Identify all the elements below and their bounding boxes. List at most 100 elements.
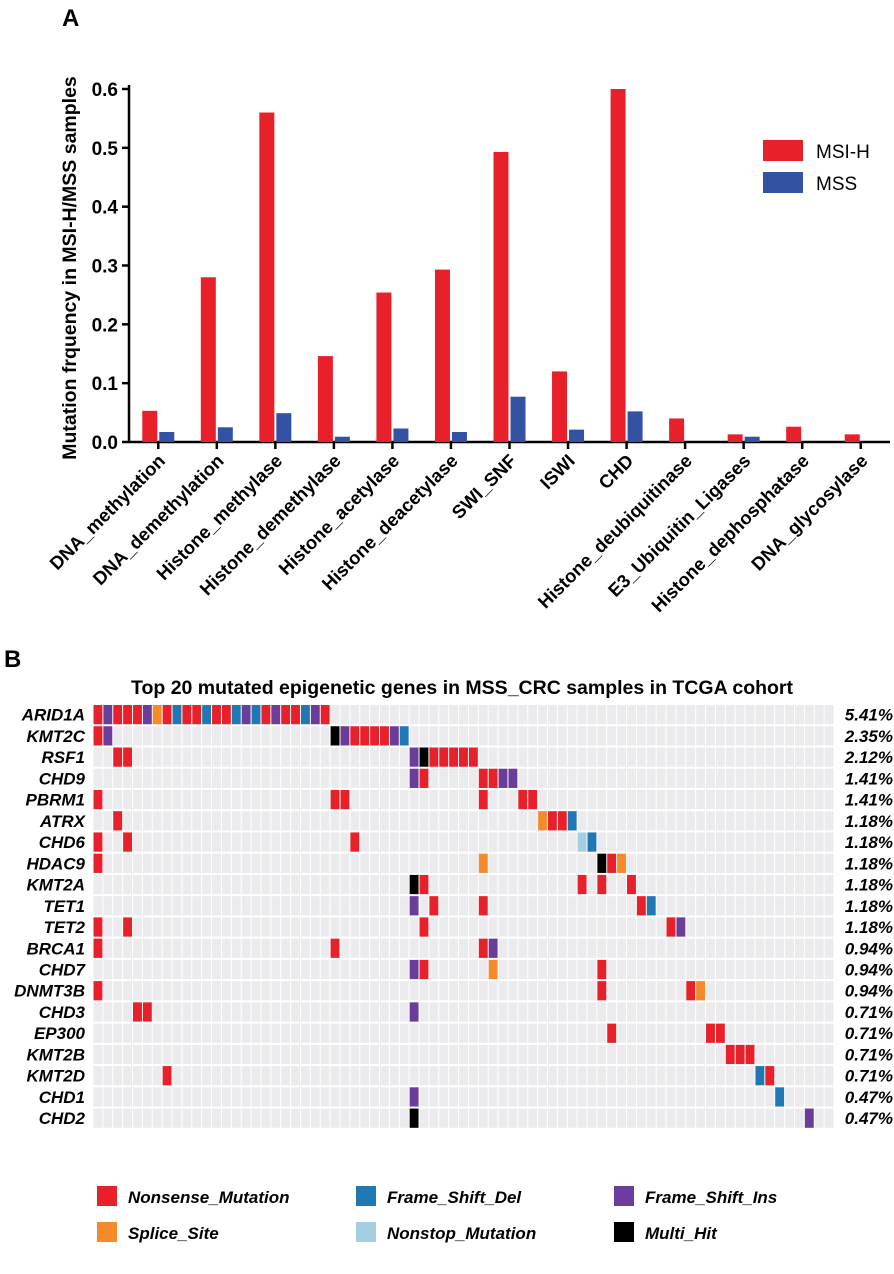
mutation-cell-dnmt3b [597, 981, 607, 1001]
gene-label: CHD2 [39, 1109, 86, 1128]
bg-cell [627, 789, 636, 810]
bg-cell [745, 705, 755, 725]
bg-cell [676, 959, 686, 980]
bg-cell [192, 1002, 202, 1022]
bg-cell [439, 981, 449, 1001]
bg-cell [439, 874, 449, 895]
bg-cell [212, 1066, 221, 1086]
bg-cell [775, 853, 785, 873]
bg-cell [794, 917, 804, 937]
bg-cell [715, 1108, 725, 1128]
bg-cell [627, 1044, 636, 1065]
bg-cell [202, 789, 212, 810]
y-tick-label: 0.3 [92, 257, 118, 278]
gene-label: CHD7 [39, 961, 87, 980]
bg-cell [686, 1066, 696, 1086]
bg-cell [824, 1108, 834, 1128]
bg-cell [152, 959, 162, 980]
bg-cell [794, 811, 804, 831]
bg-cell [538, 726, 547, 746]
bg-cell [775, 917, 785, 937]
bg-cell [745, 1087, 755, 1107]
bg-cell [715, 705, 725, 725]
bg-cell [389, 917, 399, 937]
bg-cell [360, 811, 370, 831]
bg-cell [794, 1087, 804, 1107]
bg-cell [192, 811, 202, 831]
bg-cell [696, 1087, 706, 1107]
bg-cell [330, 768, 340, 788]
panel-b-label: B [4, 646, 21, 673]
bg-cell [775, 1108, 785, 1128]
bg-cell [162, 789, 172, 810]
bg-cell [221, 1087, 231, 1107]
bg-cell [557, 1023, 567, 1043]
bg-cell [271, 1023, 281, 1043]
bg-cell [686, 1044, 696, 1065]
bg-cell [577, 811, 587, 831]
bg-cell [380, 1044, 389, 1065]
bg-cell [686, 959, 696, 980]
gene-label: KMT2B [26, 1045, 85, 1064]
bg-cell [281, 959, 291, 980]
mutation-cell-kmt2c [360, 726, 370, 746]
bg-cell [360, 789, 370, 810]
mutation-cell-rsf1 [468, 747, 478, 767]
bg-cell [330, 874, 340, 895]
bg-cell [103, 1087, 113, 1107]
bg-cell [785, 1002, 794, 1022]
mutation-cell-kmt2d [765, 1066, 775, 1086]
bg-cell [785, 874, 794, 895]
bg-cell [192, 959, 202, 980]
bg-cell [538, 789, 547, 810]
bg-cell [162, 747, 172, 767]
bg-cell [291, 959, 300, 980]
bg-cell [498, 917, 508, 937]
bg-cell [725, 811, 735, 831]
bg-cell [676, 1023, 686, 1043]
bg-cell [468, 981, 478, 1001]
bg-cell [676, 874, 686, 895]
bg-cell [587, 917, 597, 937]
gene-label: CHD3 [39, 1003, 86, 1022]
bg-cell [340, 981, 350, 1001]
bg-cell [261, 747, 271, 767]
bg-cell [627, 938, 636, 958]
bg-cell [291, 811, 300, 831]
bg-cell [202, 874, 212, 895]
bg-cell [251, 896, 261, 916]
bg-cell [636, 938, 646, 958]
bg-cell [212, 1002, 221, 1022]
bg-cell [360, 768, 370, 788]
bg-cell [212, 832, 221, 852]
frequency-label: 1.18% [845, 854, 893, 873]
bg-cell [547, 874, 557, 895]
mutation-cell-rsf1 [409, 747, 419, 767]
bg-cell [340, 747, 350, 767]
bg-cell [162, 811, 172, 831]
bg-cell [804, 747, 814, 767]
bg-cell [814, 1066, 824, 1086]
bg-cell [686, 705, 696, 725]
frequency-label: 0.94% [845, 939, 893, 958]
bg-cell [824, 981, 834, 1001]
bg-cell [300, 1023, 310, 1043]
bg-cell [449, 1044, 459, 1065]
bg-cell [261, 959, 271, 980]
bg-cell [547, 896, 557, 916]
bg-cell [340, 1087, 350, 1107]
bg-cell [300, 747, 310, 767]
bg-cell [676, 832, 686, 852]
bg-cell [646, 959, 656, 980]
bg-cell [142, 1066, 152, 1086]
mutation-cell-kmt2c [389, 726, 399, 746]
bg-cell [113, 832, 123, 852]
bg-cell [735, 981, 745, 1001]
bg-cell [538, 959, 547, 980]
bg-cell [409, 1023, 419, 1043]
bg-cell [103, 1002, 113, 1022]
mutation-cell-chd9 [498, 768, 508, 788]
bg-cell [528, 768, 538, 788]
bg-cell [587, 1023, 597, 1043]
bg-cell [212, 1023, 221, 1043]
